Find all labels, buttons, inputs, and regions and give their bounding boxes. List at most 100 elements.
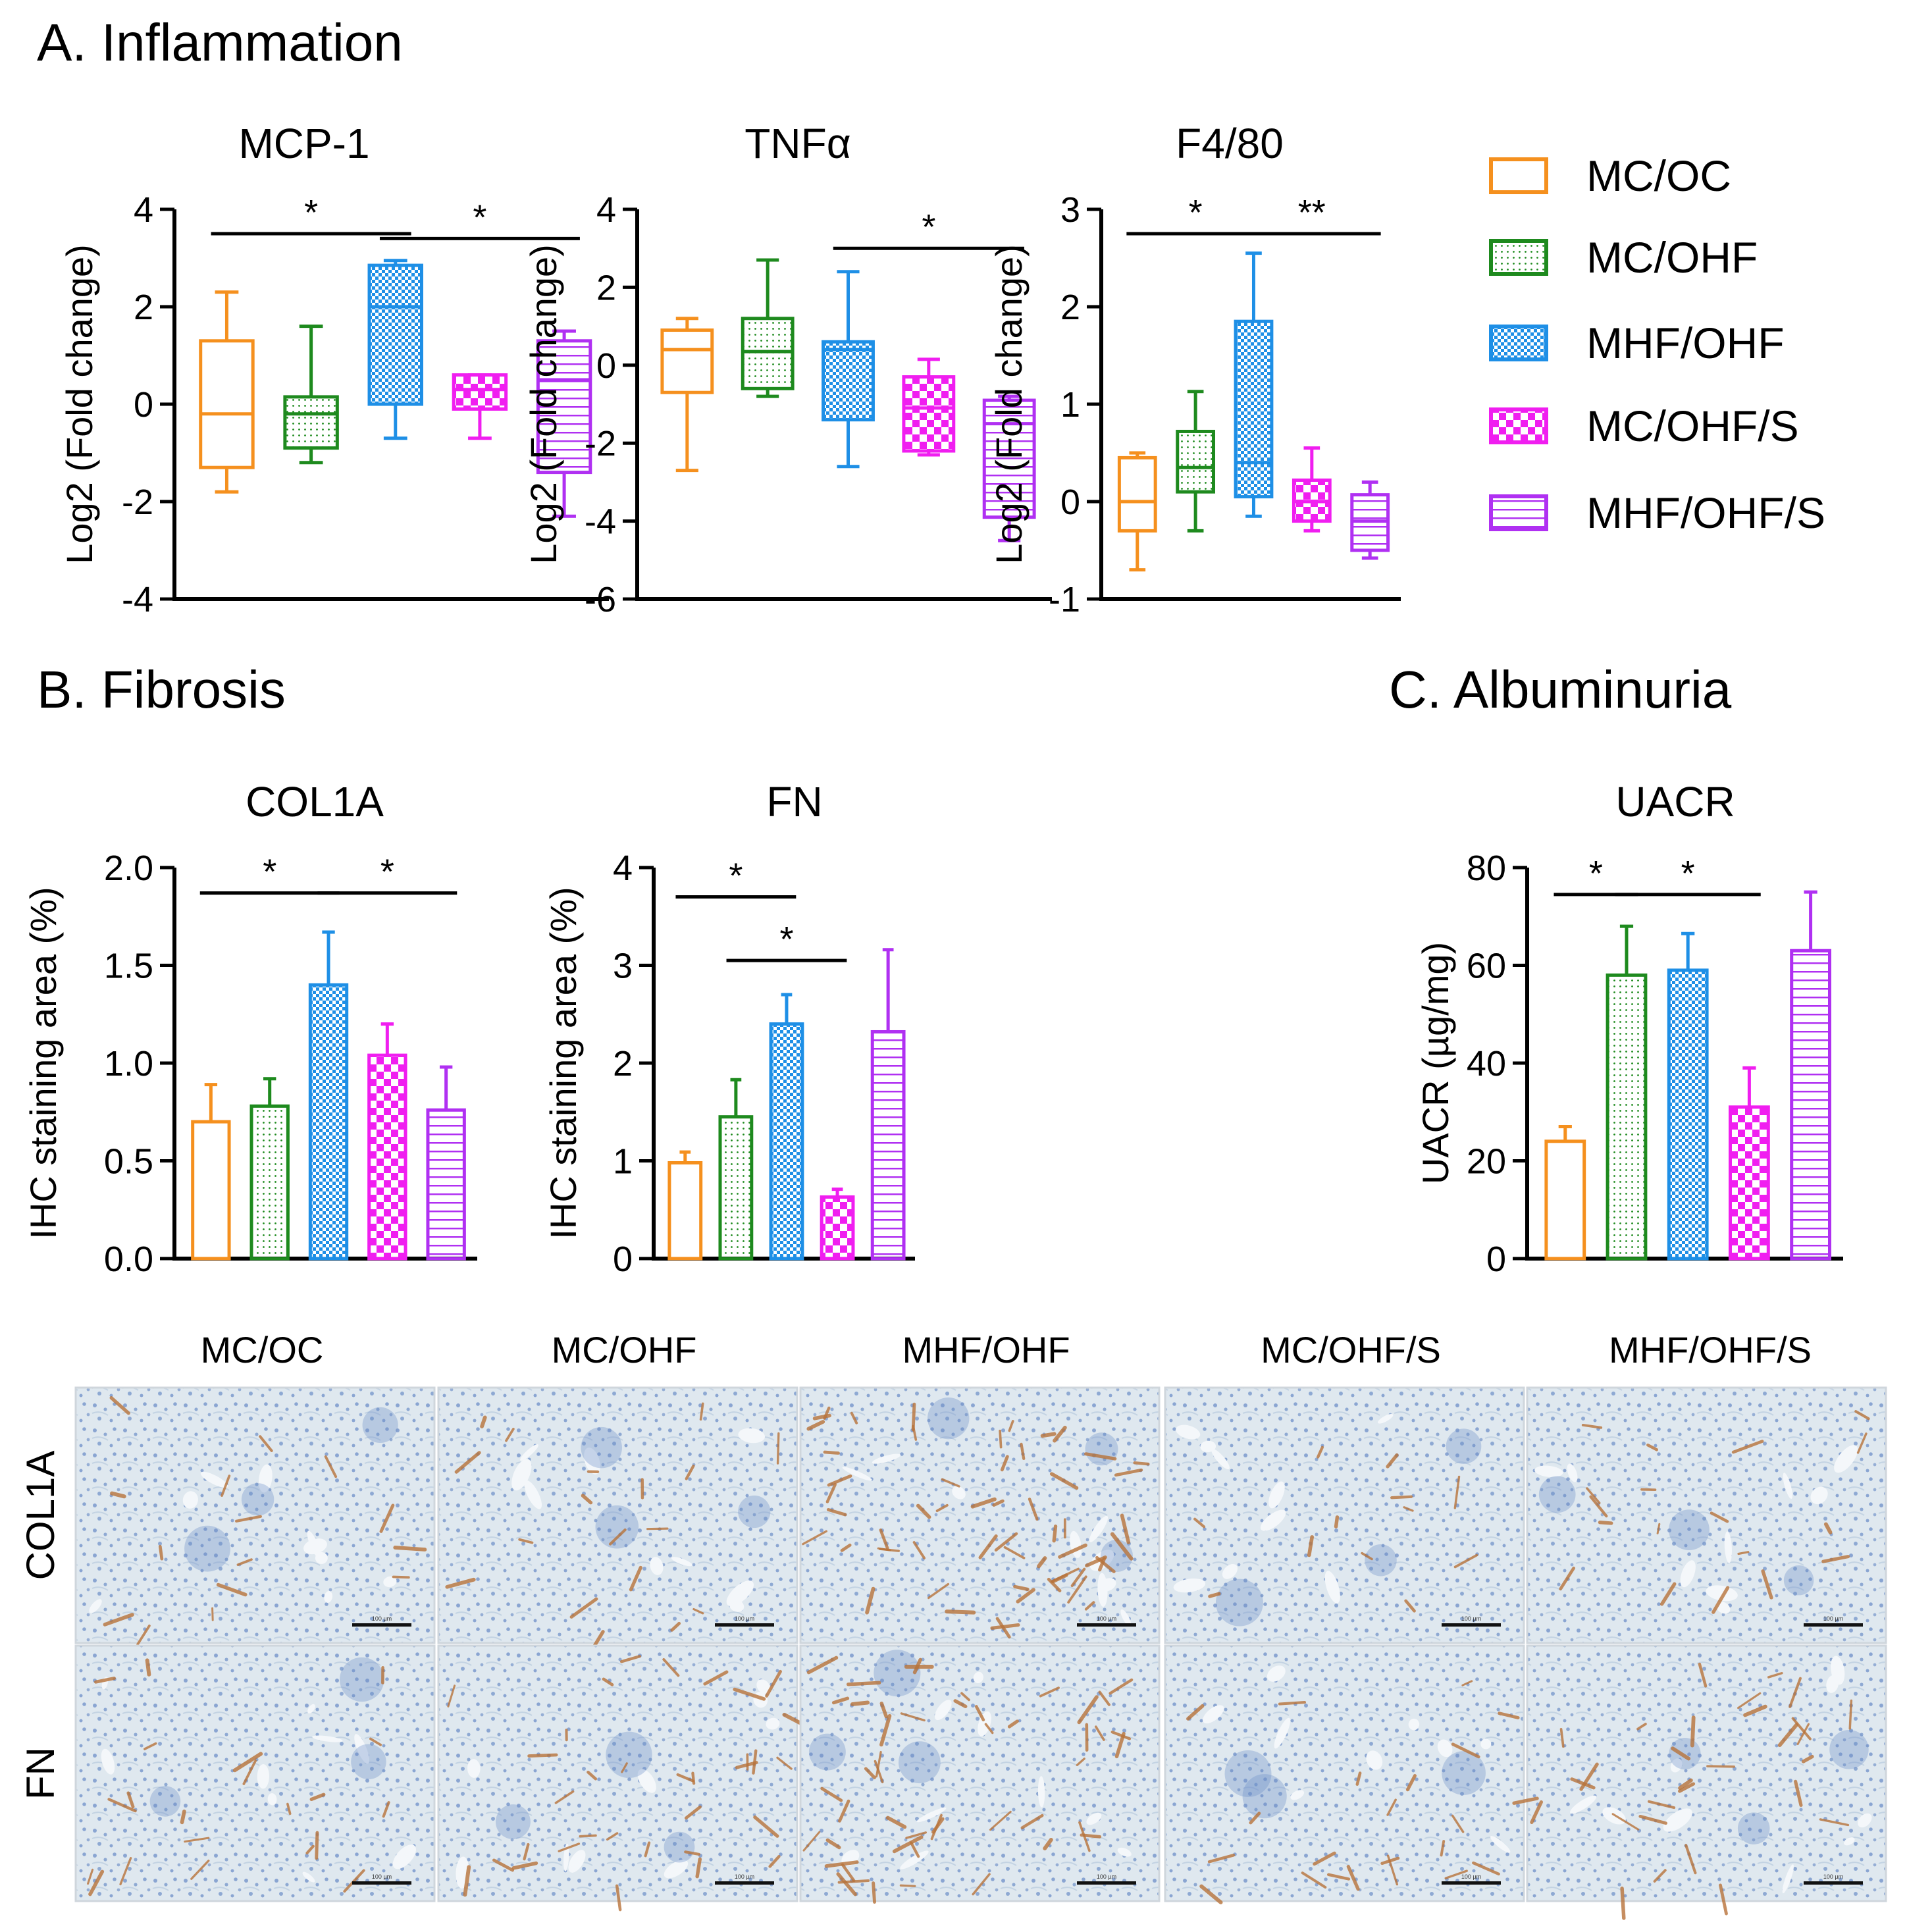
micrograph-panel: 100 µm — [437, 1386, 798, 1650]
stain-mark — [1334, 1515, 1340, 1528]
stain-mark — [1380, 1856, 1400, 1866]
glomerulus — [1737, 1812, 1770, 1844]
stain-mark — [369, 1737, 382, 1746]
stain-mark — [221, 1475, 231, 1497]
stain-mark — [480, 1415, 487, 1428]
stain-mark — [874, 1760, 884, 1784]
glomerulus — [149, 1786, 181, 1817]
tubule-lumen — [1222, 1563, 1238, 1579]
scale-bar-label: 100 µm — [1823, 1615, 1843, 1622]
chart-col1a: COL1A IHC staining area (%) 2.0 1.5 1.0 0.5 0.… — [22, 778, 477, 1279]
stain-mark — [445, 1577, 476, 1589]
stain-mark — [676, 1773, 694, 1783]
micrograph-panel: 100 µm — [74, 1644, 436, 1902]
glomerulus — [595, 1505, 639, 1549]
tubule-lumen — [1663, 1808, 1692, 1832]
bar-5 — [426, 1065, 466, 1261]
stain-mark — [242, 1760, 257, 1785]
box-5 — [1350, 480, 1390, 560]
box-1 — [660, 317, 714, 473]
tubule-lumen — [1260, 1509, 1286, 1531]
stain-mark — [684, 1805, 702, 1820]
glomerulus — [1446, 1428, 1482, 1464]
stain-mark — [180, 1810, 186, 1825]
stain-mark — [802, 1530, 827, 1546]
stain-mark — [841, 1863, 856, 1883]
chart-title: MCP-1 — [238, 120, 369, 167]
stain-mark — [1678, 1778, 1693, 1790]
stain-mark — [910, 1841, 920, 1858]
stain-mark — [846, 1681, 881, 1686]
scale-bar — [1077, 1881, 1136, 1885]
stain-mark — [518, 1538, 534, 1544]
tissue-image — [1526, 1644, 1887, 1902]
stain-mark — [1403, 1506, 1414, 1512]
y-tick-label: -2 — [585, 424, 616, 463]
stain-mark — [1451, 1814, 1465, 1833]
box-3 — [367, 259, 423, 440]
scale-bar — [1442, 1881, 1501, 1885]
tubule-lumen — [1670, 1758, 1683, 1773]
bar-5 — [870, 948, 906, 1261]
stain-mark — [1794, 1779, 1803, 1807]
scale-bar — [715, 1623, 774, 1627]
bar-4 — [367, 1022, 407, 1261]
stain-mark — [1120, 1513, 1131, 1544]
stain-mark — [1737, 1692, 1762, 1710]
scale-bar-label: 100 µm — [372, 1615, 392, 1622]
y-tick-label: 3 — [1060, 190, 1080, 230]
stain-mark — [1586, 1487, 1601, 1504]
tubule-lumen — [584, 1448, 600, 1475]
stain-mark — [699, 1402, 704, 1421]
box-2 — [1176, 390, 1216, 533]
micrograph-column-label: MC/OHF/S — [1261, 1329, 1441, 1371]
stain-mark — [184, 1837, 210, 1843]
glomerulus — [1365, 1544, 1397, 1577]
y-tick-label: -2 — [122, 483, 153, 522]
stain-mark — [1498, 1711, 1520, 1719]
glomerulus — [495, 1804, 531, 1840]
stain-mark — [1207, 1854, 1236, 1864]
stain-mark — [1743, 1704, 1767, 1717]
stain-mark — [1856, 1432, 1868, 1454]
tubule-lumen — [520, 1444, 538, 1461]
stain-mark — [670, 1621, 681, 1632]
significance-label: * — [1189, 193, 1203, 232]
tubule-lumen — [973, 1671, 983, 1684]
stain-mark — [158, 1544, 164, 1561]
stain-mark — [1767, 1672, 1783, 1679]
tubule-lumen — [1037, 1776, 1045, 1808]
tubule-lumen — [1858, 1813, 1872, 1828]
stain-mark — [1719, 1883, 1728, 1916]
stain-mark — [609, 1528, 627, 1546]
stain-mark — [393, 1546, 427, 1552]
stain-mark — [587, 1770, 598, 1781]
stain-mark — [1440, 1840, 1446, 1857]
y-tick-label: 0 — [134, 385, 153, 425]
stain-mark — [992, 1499, 1005, 1507]
stain-mark — [87, 1868, 94, 1885]
scale-bar-label: 100 µm — [372, 1873, 392, 1880]
tubule-lumen — [1324, 1571, 1340, 1604]
stain-mark — [831, 1696, 850, 1705]
stain-mark — [872, 1881, 876, 1904]
stain-mark — [1823, 1522, 1833, 1534]
stain-mark — [615, 1884, 622, 1912]
box-body — [283, 395, 339, 450]
scale-bar-label: 100 µm — [1461, 1873, 1481, 1880]
stain-mark — [1080, 1833, 1102, 1839]
stain-mark — [1016, 1588, 1035, 1604]
tubule-lumen — [511, 1459, 532, 1491]
stain-mark — [644, 1841, 651, 1858]
stain-mark — [447, 1684, 456, 1708]
legend: MC/OC MC/OHF MHF/OHF MC/OHF/S MHF/OHF/S — [1489, 151, 1825, 537]
bar-3 — [1667, 931, 1709, 1261]
stain-mark — [994, 1532, 1018, 1552]
tubule-lumen — [1086, 1812, 1102, 1825]
stain-mark — [892, 1835, 924, 1854]
stain-mark — [103, 1613, 134, 1627]
micrograph-panel: 100 µm — [799, 1386, 1161, 1644]
bar — [1606, 973, 1648, 1261]
stain-mark — [527, 1753, 558, 1758]
bar — [367, 1053, 407, 1261]
